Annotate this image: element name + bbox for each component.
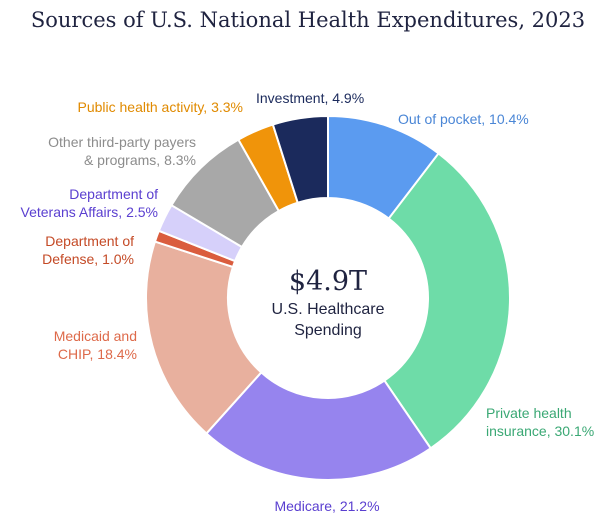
label-public-health-activity: Public health activity, 3.3% (78, 99, 244, 115)
label-other-third-party-payers: Other third-party payers & programs, 8.3% (48, 134, 196, 168)
label-out-of-pocket: Out of pocket, 10.4% (398, 111, 529, 127)
center-total-value: $4.9T (289, 266, 367, 297)
slice-medicare (205, 371, 433, 481)
label-private-health-insurance: Private health insurance, 30.1% (486, 405, 594, 439)
center-label-line1: U.S. Healthcare (272, 301, 385, 318)
label-investment: Investment, 4.9% (256, 90, 364, 106)
chart-title: Sources of U.S. National Health Expendit… (30, 8, 586, 32)
slice-private-health-insurance (383, 152, 511, 450)
slice-medicaid-and-chip (145, 240, 263, 435)
slice-investment (271, 114, 329, 204)
label-medicaid-and-chip: Medicaid and CHIP, 18.4% (54, 328, 137, 362)
label-department-of-defense: Department of Defense, 1.0% (42, 233, 134, 267)
label-department-of-veterans-affairs: Department of Veterans Affairs, 2.5% (21, 186, 159, 220)
center-label-line2: Spending (294, 322, 362, 339)
label-medicare: Medicare, 21.2% (274, 498, 379, 514)
